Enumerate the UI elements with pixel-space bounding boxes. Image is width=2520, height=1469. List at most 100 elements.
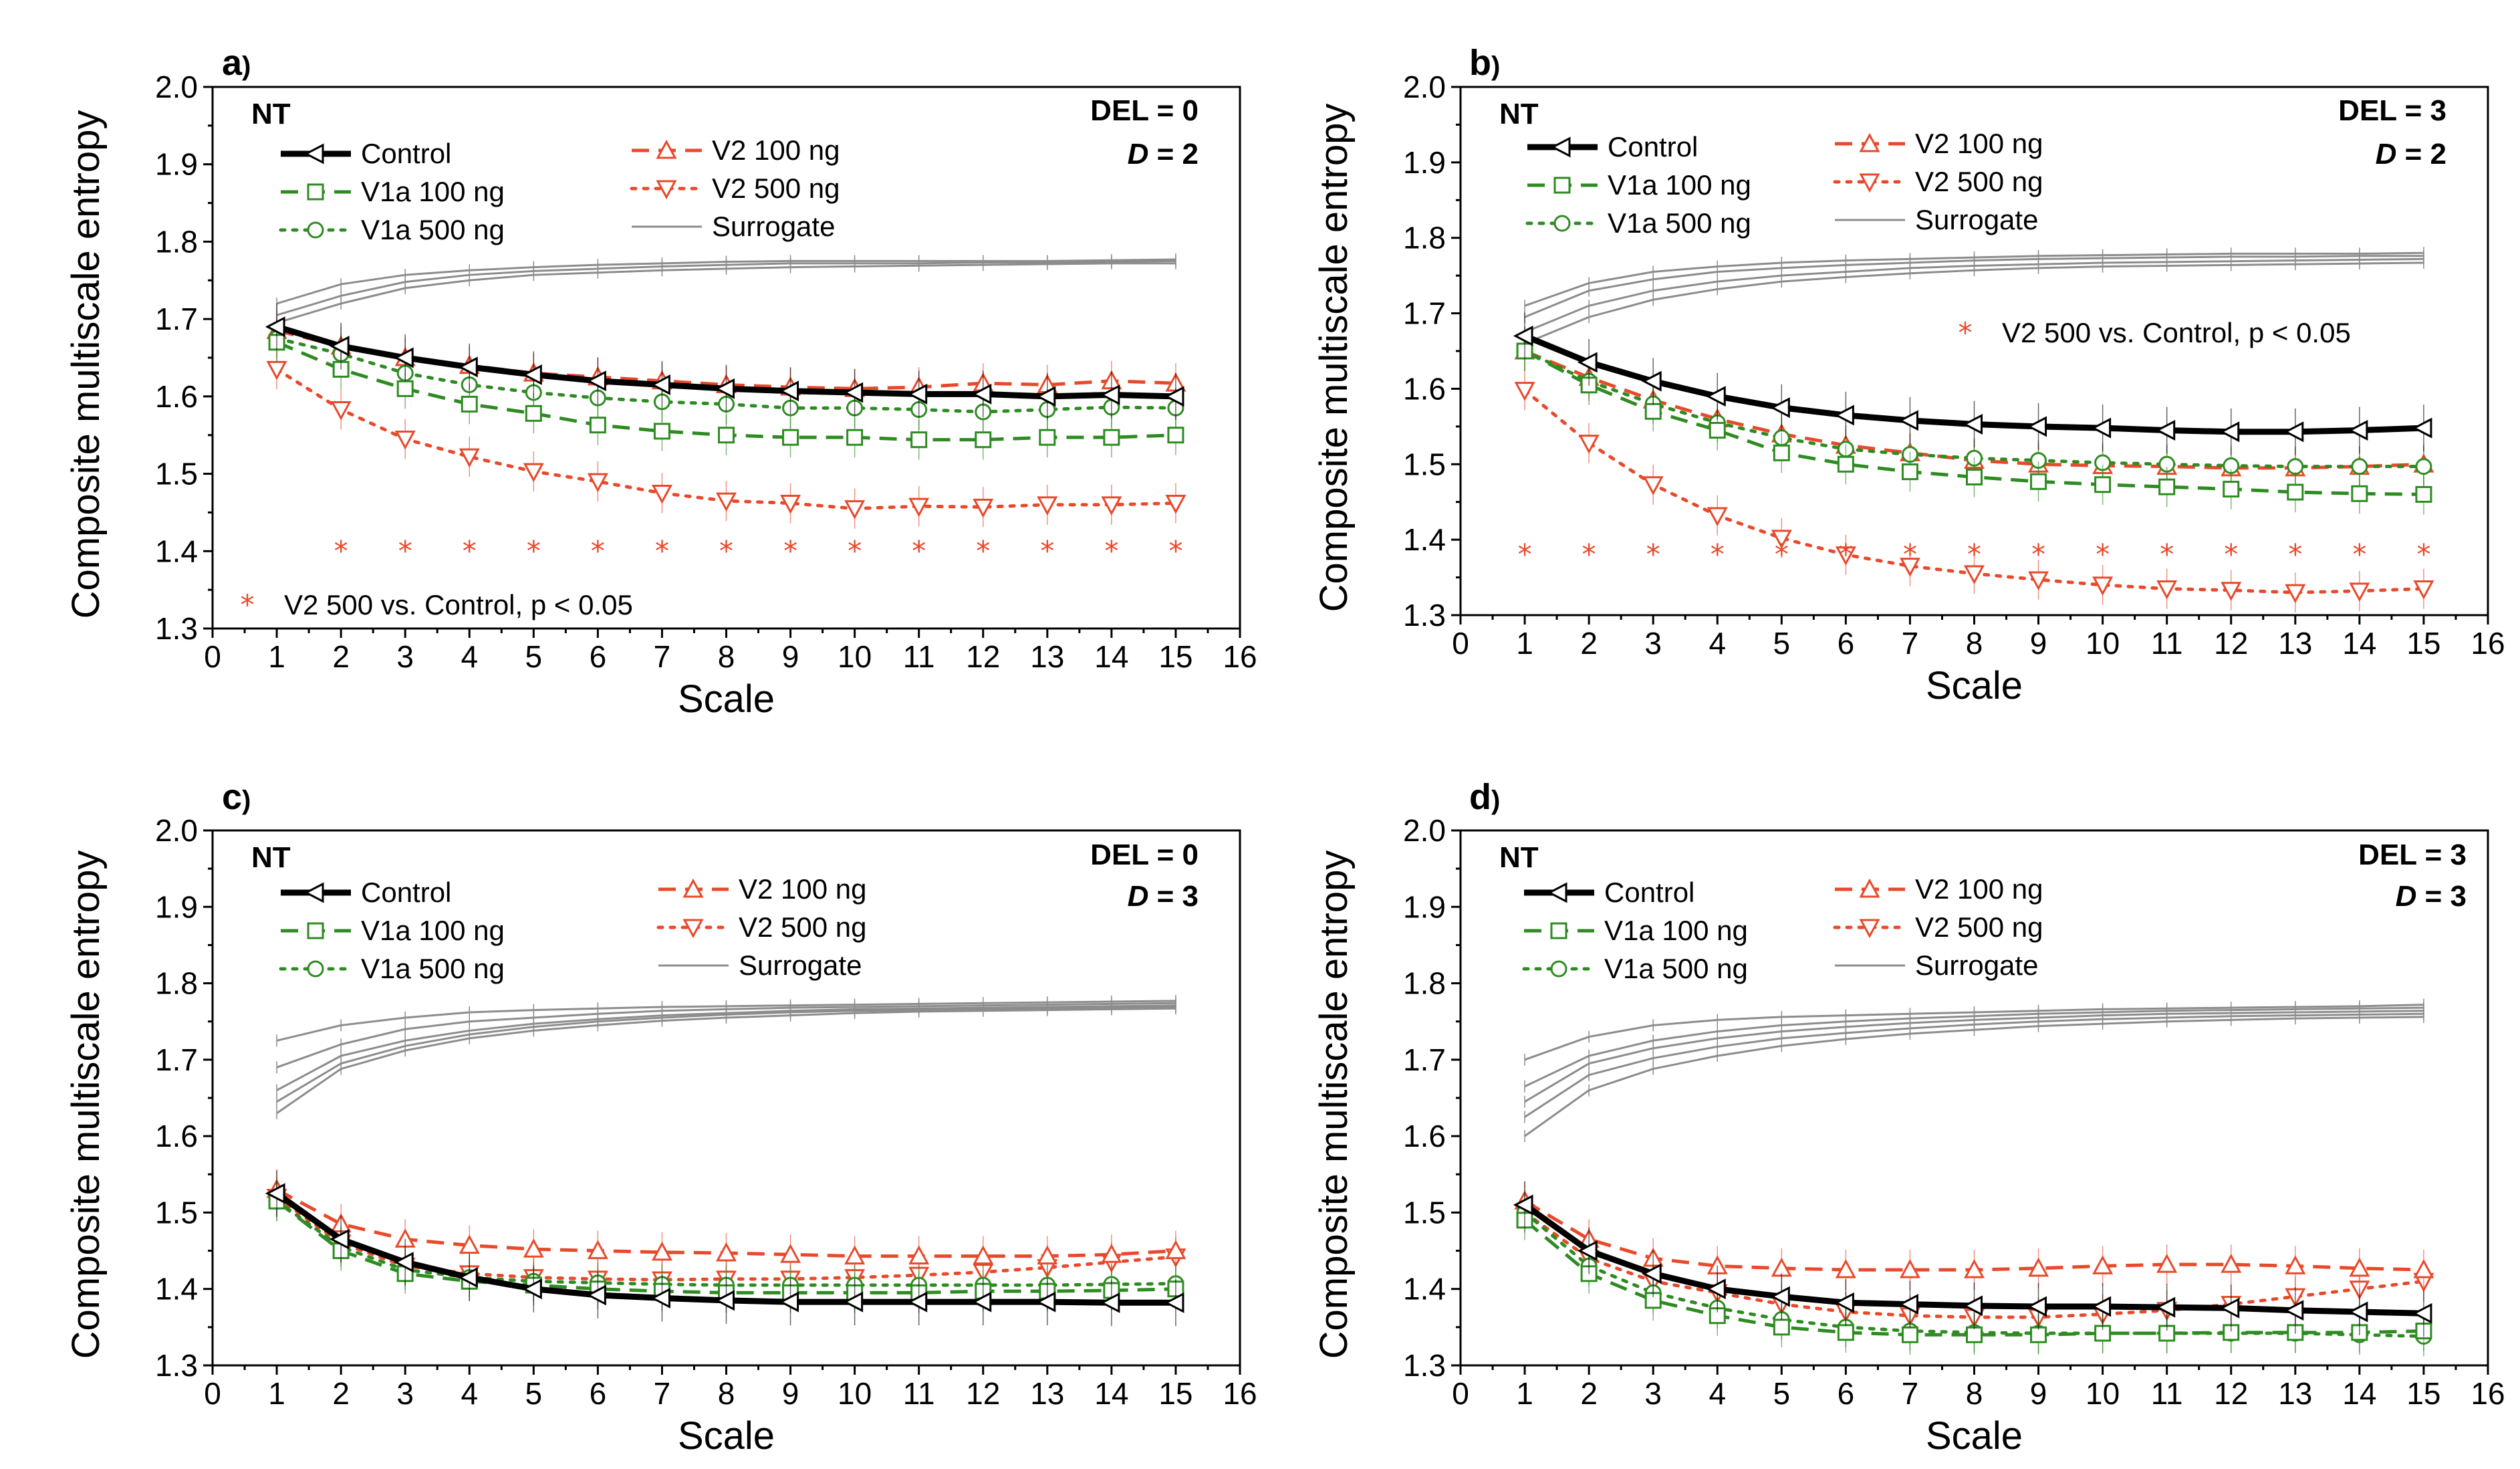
data-point-control <box>1705 1278 1726 1300</box>
legend-label-v2-500-ng: V2 500 ng <box>1915 911 2043 943</box>
data-point-v2-500-ng <box>2092 576 2114 596</box>
data-point-control <box>265 1183 285 1204</box>
data-point-control <box>715 378 735 399</box>
data-point-v2-500-ng <box>1642 476 1664 495</box>
significance-marker: * <box>1711 538 1725 571</box>
data-point-control <box>2155 420 2176 441</box>
data-point-v1a-100-ng <box>1773 444 1790 461</box>
legend-marker-control <box>303 143 324 164</box>
data-point-control <box>522 364 542 385</box>
x-tick-label: 4 <box>461 1376 478 1411</box>
x-tick-label: 12 <box>966 639 1000 674</box>
data-point-v1a-100-ng <box>589 417 606 434</box>
data-point-v2-500-ng <box>523 463 544 483</box>
data-point-v2-500-ng <box>266 360 287 380</box>
x-tick-label: 1 <box>268 639 285 674</box>
legend-marker-control <box>303 882 324 903</box>
y-axis-title: Composite multiscale entropy <box>1312 851 1356 1359</box>
data-point-v2-500-ng <box>1899 558 1920 577</box>
data-point-v2-100-ng <box>2092 1255 2114 1274</box>
data-point-control <box>586 370 606 392</box>
legend-label-v1a-500-ng: V1a 500 ng <box>361 214 505 245</box>
x-tick-label: 4 <box>1709 626 1726 661</box>
data-point-control <box>1100 1292 1120 1313</box>
legend-marker-v2-100-ng <box>656 139 677 159</box>
panel-label-suffix: ) <box>1491 51 1500 81</box>
x-tick-label: 13 <box>2278 1376 2312 1411</box>
data-point-control <box>1513 1194 1533 1216</box>
data-point-v2-500-ng <box>459 448 480 468</box>
y-tick-label: 1.6 <box>155 379 198 414</box>
data-point-v1a-500-ng <box>2415 458 2432 475</box>
significance-marker: * <box>463 534 477 567</box>
x-tick-label: 8 <box>1966 626 1983 661</box>
data-point-control <box>586 1284 606 1306</box>
y-tick-label: 1.7 <box>155 1042 198 1077</box>
data-point-v1a-100-ng <box>1901 1326 1918 1343</box>
x-axis-title: Scale <box>1926 664 2023 707</box>
data-point-v2-500-ng <box>844 500 866 520</box>
x-tick-label: 14 <box>2342 1376 2376 1411</box>
data-point-control <box>1100 384 1120 406</box>
data-point-v1a-100-ng <box>910 431 928 449</box>
data-point-control <box>2091 417 2112 439</box>
legend-marker-control <box>1550 136 1571 158</box>
data-point-v2-500-ng <box>1835 546 1856 566</box>
data-point-v2-100-ng <box>587 1240 608 1260</box>
significance-marker: * <box>591 534 605 567</box>
legend-label-v2-500-ng: V2 500 ng <box>739 911 867 943</box>
data-point-control <box>779 380 799 402</box>
significance-marker: * <box>2160 538 2174 571</box>
data-point-v1a-100-ng <box>2094 476 2112 493</box>
significance-marker: * <box>1168 534 1182 567</box>
x-axis-title: Scale <box>678 677 775 721</box>
legend-label-v2-500-ng: V2 500 ng <box>1915 166 2043 197</box>
data-point-v2-500-ng <box>587 473 608 493</box>
data-point-control <box>907 1291 928 1313</box>
data-point-v2-100-ng <box>1165 1240 1186 1260</box>
data-point-v2-100-ng <box>1835 1258 1856 1278</box>
data-point-control <box>329 1228 350 1250</box>
data-point-v2-100-ng <box>908 1245 930 1265</box>
data-point-v1a-100-ng <box>1103 429 1120 446</box>
x-axis-title: Scale <box>1926 1414 2023 1458</box>
significance-marker: * <box>1040 534 1054 567</box>
x-tick-label: 0 <box>1452 626 1469 661</box>
data-point-v2-100-ng <box>2028 1257 2049 1277</box>
data-point-v2-100-ng <box>973 1245 994 1265</box>
data-point-control <box>522 1278 542 1300</box>
data-point-control <box>457 1267 478 1288</box>
x-tick-label: 5 <box>525 639 543 674</box>
y-tick-label: 1.3 <box>1403 598 1446 633</box>
significance-marker: * <box>976 534 990 567</box>
y-tick-label: 1.8 <box>1403 221 1446 255</box>
x-tick-label: 8 <box>1966 1376 1983 1411</box>
data-point-control <box>265 316 285 338</box>
data-point-control <box>779 1291 799 1313</box>
data-point-control <box>650 1287 670 1309</box>
x-tick-label: 16 <box>2471 626 2505 661</box>
legend-marker-v2-100-ng <box>1859 132 1880 152</box>
data-point-control <box>650 374 670 395</box>
data-point-control <box>1513 325 1533 346</box>
legend-marker-v2-500-ng <box>656 180 677 200</box>
data-point-v1a-100-ng <box>2415 485 2432 503</box>
panel-label: b) <box>1469 43 1500 83</box>
data-point-v2-500-ng <box>394 431 416 450</box>
significance-marker: * <box>1903 538 1917 571</box>
y-tick-label: 1.3 <box>155 611 198 646</box>
series-line-v2-100-ng <box>276 329 1176 390</box>
panel-label-suffix: ) <box>242 786 251 815</box>
legend-label-v1a-500-ng: V1a 500 ng <box>1608 207 1751 239</box>
y-tick-label: 1.4 <box>155 1272 198 1307</box>
d-symbol: D <box>2376 138 2397 171</box>
significance-marker: * <box>2352 538 2366 571</box>
significance-marker: * <box>2288 538 2302 571</box>
x-tick-label: 1 <box>268 1376 285 1411</box>
significance-marker: * <box>783 534 797 567</box>
x-tick-label: 10 <box>2086 626 2120 661</box>
data-point-v2-100-ng <box>1101 1244 1122 1263</box>
d-label: D = 2 <box>1128 138 1199 171</box>
d-value: = 3 <box>1148 880 1199 913</box>
